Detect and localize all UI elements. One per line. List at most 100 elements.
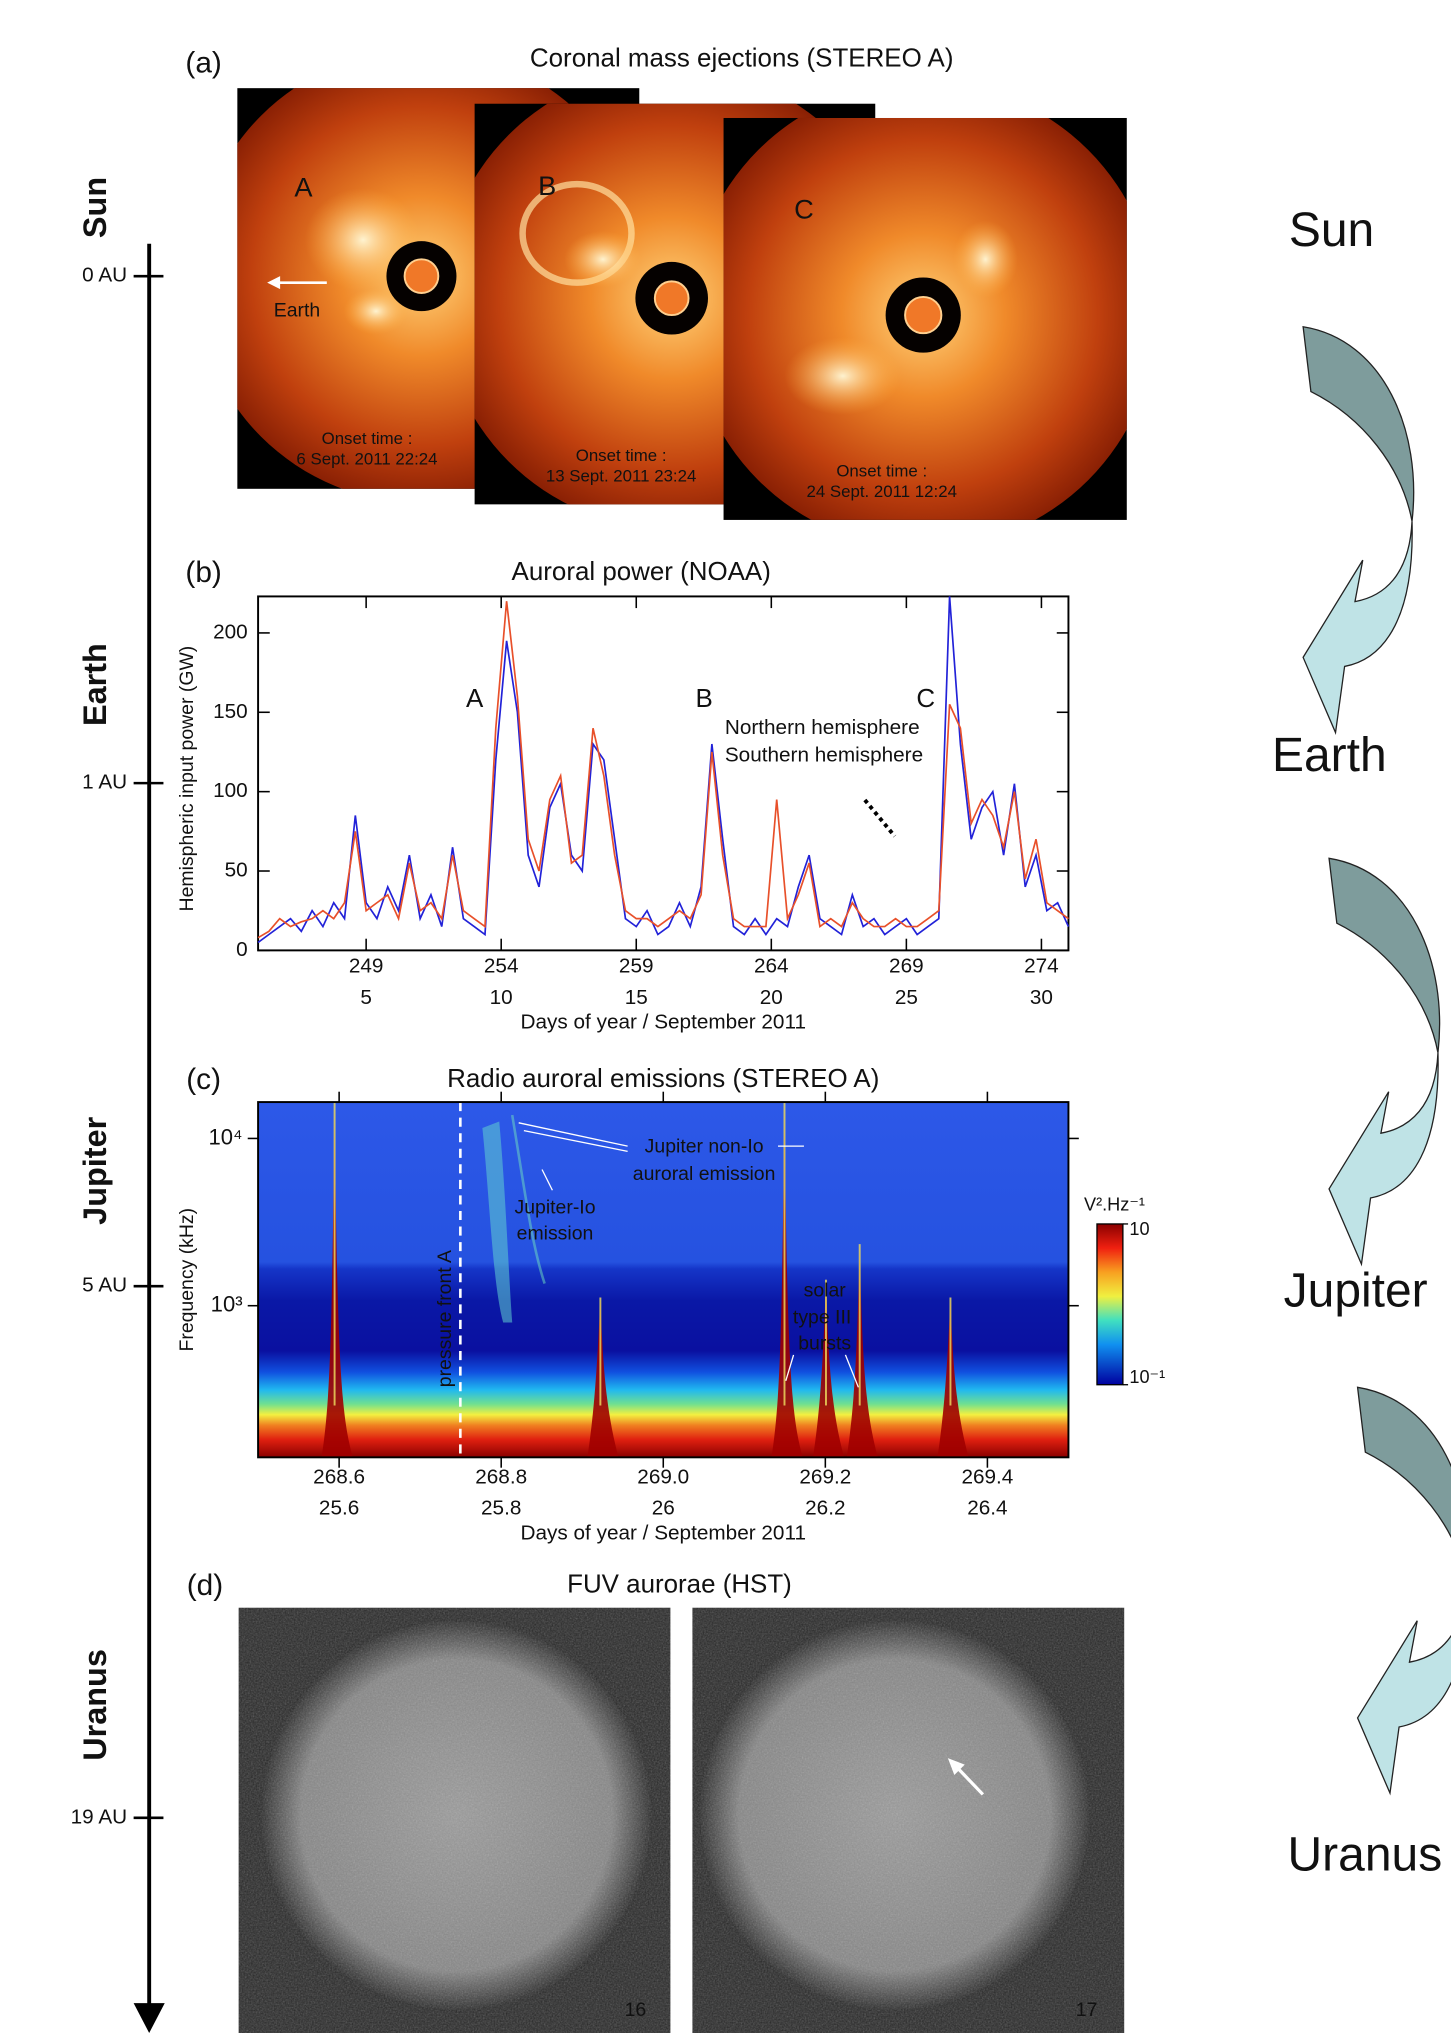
burst [846,1244,878,1458]
onset-time: 6 Sept. 2011 22:24 [296,450,437,469]
x-tick-label: 254 [484,955,519,978]
annotation: A [466,685,484,713]
x2-tick-label: 25.8 [481,1497,521,1520]
onset-time: 24 Sept. 2011 12:24 [806,482,956,501]
annotation: auroral emission [633,1163,776,1185]
colorbar-tick-label: 10 [1129,1219,1149,1239]
distance-label: 19 AU [71,1805,127,1828]
x-tick-label: 269 [889,955,924,978]
x2-tick-label: 26.4 [967,1497,1007,1520]
flow-label: Uranus [1288,1829,1443,1882]
x-tick-label: 249 [349,955,384,978]
x-axis-title: Days of year / September 2011 [521,1521,806,1544]
x-tick-label: 269.0 [637,1466,689,1489]
cme-images [237,88,1127,520]
x-tick-label: 274 [1024,955,1059,978]
onset-label: Onset time : [836,461,927,480]
panel-title: Coronal mass ejections (STEREO A) [530,44,954,72]
x-tick-label: 268.6 [313,1466,365,1489]
onset-label: Onset time : [576,446,667,465]
chart-title: Auroral power (NOAA) [512,558,771,586]
cme-label: C [794,194,814,225]
body-label: Jupiter [77,1116,113,1224]
dotted-marker [863,798,897,838]
y-tick-label: 0 [236,938,248,961]
y-tick-label: 100 [213,779,248,802]
x2-tick-label: 20 [760,986,783,1009]
x2-tick-label: 25 [895,986,918,1009]
burst [321,1102,353,1458]
burst [813,1279,845,1458]
flow-label: Sun [1289,204,1374,257]
annotation: solar [804,1280,847,1302]
hst-images [238,1607,1125,2033]
legend-entry: Northern hemisphere [725,716,920,739]
annotation: Jupiter-Io [514,1197,595,1219]
annotation: C [916,685,935,713]
annotation: B [695,685,712,713]
y-tick-label: 200 [213,620,248,643]
x-tick-label: 259 [619,955,654,978]
annotation: bursts [798,1333,851,1355]
x2-tick-label: 26 [652,1497,675,1520]
earth-label: Earth [274,299,320,321]
x2-tick-label: 15 [625,986,648,1009]
x2-tick-label: 25.6 [319,1497,359,1520]
image-number: 17 [1076,1999,1098,2021]
body-label: Uranus [77,1649,113,1761]
legend-entry: Southern hemisphere [725,743,923,766]
y-tick-label: 150 [213,700,248,723]
colorbar-tick-label: 10⁻¹ [1129,1367,1165,1387]
body-label: Earth [77,643,113,726]
panel-label: (d) [187,1569,223,1602]
colorbar [1096,1223,1124,1386]
burst [937,1297,969,1458]
x-tick-label: 268.8 [475,1466,527,1489]
spectrogram-image [258,1102,1069,1458]
flow-arrow [1356,1386,1451,1794]
burst [771,1102,803,1458]
cme-label: A [294,171,313,202]
panel-label: (a) [185,47,221,80]
y-axis-title: Frequency (kHz) [176,1208,198,1352]
data-line [257,596,1070,944]
timeline [133,243,165,2033]
annotation: pressure front A [434,1250,456,1387]
flow-arrow [1328,857,1441,1265]
panel-title: FUV aurorae (HST) [567,1571,792,1599]
x2-tick-label: 30 [1030,986,1053,1009]
annotation: type III [793,1307,851,1329]
body-label: Sun [77,177,113,238]
x2-tick-label: 26.2 [805,1497,845,1520]
x-tick-label: 269.4 [961,1466,1013,1489]
colorbar-label: V².Hz⁻¹ [1084,1195,1145,1215]
annotation: Jupiter non-Io [645,1136,764,1158]
flow-label: Jupiter [1284,1265,1428,1318]
chart-title: Radio auroral emissions (STEREO A) [447,1065,879,1093]
y-tick-label: 50 [225,858,248,881]
x-tick-label: 264 [754,955,789,978]
panel-label: (c) [186,1063,221,1096]
flow-arrow [1302,326,1415,734]
y-tick-label: 10³ [211,1292,243,1317]
onset-time: 13 Sept. 2011 23:24 [546,467,696,486]
annotation: emission [517,1222,594,1244]
distance-label: 1 AU [82,771,127,794]
x2-tick-label: 5 [360,986,372,1009]
burst [587,1297,619,1458]
y-axis-title: Hemispheric input power (GW) [176,646,198,912]
x-tick-label: 269.2 [799,1466,851,1489]
plot-frame [257,595,1070,952]
onset-label: Onset time : [322,429,413,448]
distance-label: 0 AU [82,264,127,287]
x-axis-title: Days of year / September 2011 [521,1010,806,1033]
data-line [257,601,1069,939]
distance-label: 5 AU [82,1274,127,1297]
image-number: 16 [625,1999,647,2021]
flow-label: Earth [1272,729,1387,782]
cme-label: B [538,170,556,201]
y-tick-label: 10⁴ [209,1124,243,1149]
x2-tick-label: 10 [490,986,513,1009]
